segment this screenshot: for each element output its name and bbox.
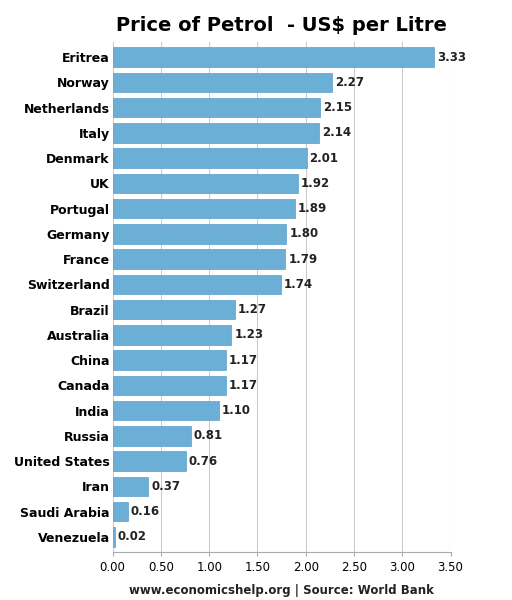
- Text: 1.80: 1.80: [289, 227, 318, 241]
- Text: 2.15: 2.15: [323, 101, 352, 114]
- Bar: [113, 275, 281, 294]
- Text: 1.23: 1.23: [234, 328, 263, 341]
- Text: 1.17: 1.17: [228, 379, 258, 392]
- Bar: [113, 47, 434, 67]
- Bar: [113, 426, 191, 446]
- Text: 1.89: 1.89: [298, 202, 327, 215]
- Text: 1.27: 1.27: [238, 303, 267, 316]
- Bar: [113, 73, 332, 92]
- Text: 0.37: 0.37: [151, 480, 180, 493]
- Bar: [113, 148, 307, 168]
- Text: 2.14: 2.14: [322, 127, 351, 139]
- Text: 0.76: 0.76: [189, 455, 218, 467]
- Bar: [113, 325, 231, 345]
- Bar: [113, 173, 298, 193]
- Bar: [113, 249, 286, 269]
- Text: 1.92: 1.92: [301, 177, 330, 190]
- Text: 3.33: 3.33: [437, 50, 466, 64]
- Text: 1.17: 1.17: [228, 353, 258, 367]
- Bar: [113, 401, 219, 421]
- Bar: [113, 451, 186, 471]
- Text: 2.01: 2.01: [310, 152, 338, 164]
- Text: 1.79: 1.79: [288, 253, 317, 266]
- Text: www.economicshelp.org | Source: World Bank: www.economicshelp.org | Source: World Ba…: [129, 584, 434, 597]
- Bar: [113, 350, 226, 370]
- Text: 0.02: 0.02: [117, 530, 146, 544]
- Bar: [113, 123, 319, 143]
- Bar: [113, 376, 226, 395]
- Bar: [113, 527, 115, 547]
- Text: 0.16: 0.16: [131, 505, 160, 518]
- Bar: [113, 300, 235, 319]
- Bar: [113, 502, 128, 521]
- Text: 1.10: 1.10: [222, 404, 251, 417]
- Bar: [113, 476, 148, 496]
- Text: 2.27: 2.27: [335, 76, 364, 89]
- Bar: [113, 199, 295, 218]
- Bar: [113, 98, 320, 118]
- Text: 1.74: 1.74: [284, 278, 313, 291]
- Text: 0.81: 0.81: [194, 430, 223, 442]
- Bar: [113, 224, 286, 244]
- Title: Price of Petrol  - US$ per Litre: Price of Petrol - US$ per Litre: [116, 16, 447, 35]
